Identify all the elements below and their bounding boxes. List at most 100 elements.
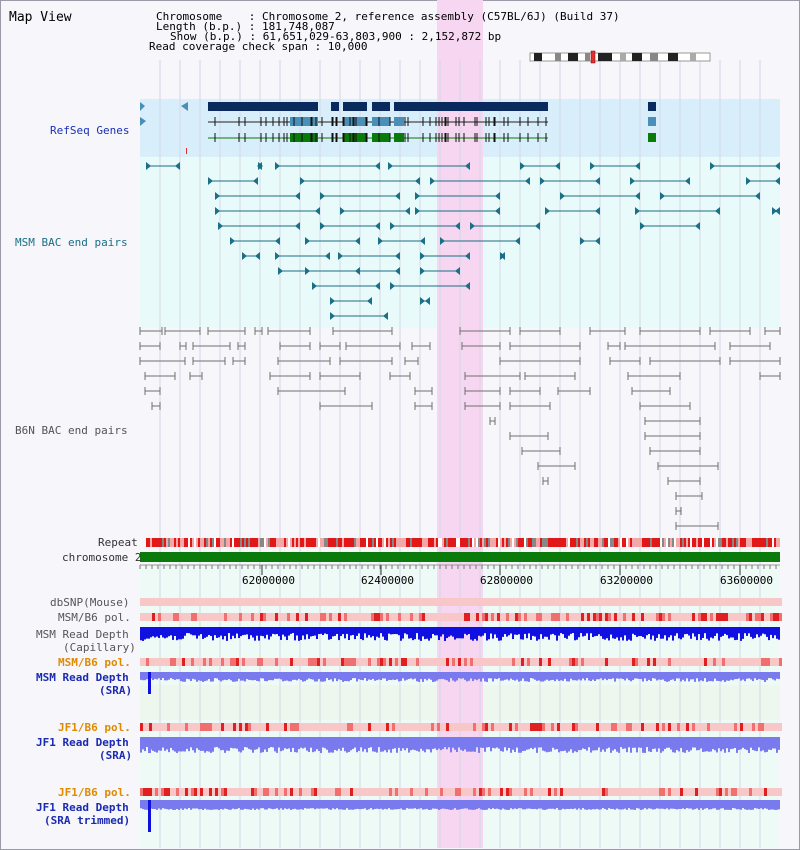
track-label-jf1-depth[interactable]: JF1 Read Depth <box>36 736 129 749</box>
track-label-jf1-b6-pol-1[interactable]: JF1/B6 pol. <box>58 721 131 734</box>
msm-read-depth-sra <box>458 672 460 679</box>
jf1-b6-pol-heat <box>383 723 386 731</box>
repeat-block <box>372 538 374 547</box>
msm-b6-pol-heat <box>440 613 443 621</box>
msm-b6-pol-heat <box>308 613 311 621</box>
bac-end-arrow-icon <box>295 222 300 230</box>
jf1-read-depth-trimmed <box>262 800 264 809</box>
jf1-read-depth-sra <box>292 737 294 748</box>
track-label-msm-b6-pol-1[interactable]: MSM/B6 pol. <box>58 611 131 624</box>
jf1-b6-pol-heat <box>419 723 422 731</box>
repeat-block <box>356 538 358 547</box>
repeat-block <box>462 538 464 547</box>
repeat-block <box>722 538 724 547</box>
exon <box>290 133 318 142</box>
jf1-read-depth-trimmed <box>630 800 632 810</box>
repeat-block <box>720 538 722 547</box>
jf1-read-depth-sra <box>392 737 394 749</box>
msm-b6-pol-heat <box>722 658 725 666</box>
msm-b6-pol-heat <box>491 658 494 666</box>
jf1-read-depth-trimmed <box>672 800 674 809</box>
jf1-read-depth-sra <box>708 737 710 752</box>
msm-b6-pol-heat <box>152 613 155 621</box>
dbsnp-heat <box>758 598 761 606</box>
msm-b6-pol-heat <box>656 613 659 621</box>
msm-read-depth-sra <box>306 672 308 680</box>
repeat-block <box>662 538 664 547</box>
msm-read-depth-sra <box>364 672 366 679</box>
dbsnp-heat <box>143 598 146 606</box>
msm-read-depth-sra <box>620 672 622 679</box>
track-label-b6n-bac[interactable]: B6N BAC end pairs <box>15 424 128 437</box>
track-label-dbsnp[interactable]: dbSNP(Mouse) <box>50 596 130 609</box>
jf1-read-depth-trimmed <box>394 800 396 810</box>
jf1-read-depth-sra <box>366 737 368 753</box>
msm-read-depth-capillary <box>752 627 754 639</box>
jf1-b6-pol-heat <box>422 788 425 796</box>
track-label-refseq[interactable]: RefSeq Genes <box>50 124 130 137</box>
msm-read-depth-capillary <box>382 627 384 637</box>
repeat-block <box>674 538 676 547</box>
dbsnp-heat <box>593 598 596 606</box>
bac-end-arrow-icon <box>355 237 360 245</box>
gene-span <box>372 102 390 111</box>
jf1-read-depth-sra <box>144 737 146 752</box>
jf1-b6-pol-heat <box>269 723 272 731</box>
repeat-block <box>290 538 292 547</box>
track-label-repeat[interactable]: Repeat <box>98 536 138 549</box>
jf1-read-depth-trimmed <box>278 800 280 810</box>
jf1-read-depth-trimmed <box>728 800 730 810</box>
jf1-read-depth-trimmed <box>512 800 514 810</box>
msm-read-depth-capillary <box>484 627 486 634</box>
repeat-block <box>762 538 764 547</box>
track-label-msm-b6-pol-2[interactable]: MSM/B6 pol. <box>58 656 131 669</box>
msm-read-depth-sra <box>270 672 272 681</box>
msm-read-depth-sra <box>280 672 282 680</box>
msm-read-depth-sra <box>472 672 474 682</box>
jf1-b6-pol-heat <box>602 788 605 796</box>
dbsnp-heat <box>554 598 557 606</box>
repeat-block <box>584 538 586 547</box>
msm-read-depth-capillary <box>292 627 294 634</box>
msm-b6-pol-heat <box>590 613 593 621</box>
repeat-block <box>626 538 628 547</box>
jf1-b6-pol-heat <box>461 788 464 796</box>
jf1-b6-pol-heat <box>218 788 221 796</box>
track-label-msm-depth-sra[interactable]: MSM Read Depth <box>36 671 129 684</box>
msm-b6-pol-heat <box>500 613 503 621</box>
msm-b6-pol-heat <box>494 658 497 666</box>
jf1-read-depth-sra <box>604 737 606 752</box>
msm-read-depth-sra <box>324 672 326 682</box>
dbsnp-heat <box>533 598 536 606</box>
jf1-read-depth-trimmed <box>602 800 604 809</box>
msm-b6-pol-heat <box>542 613 545 621</box>
msm-b6-pol-heat <box>236 658 239 666</box>
msm-b6-pol-heat <box>383 613 386 621</box>
jf1-read-depth-trimmed <box>196 800 198 809</box>
msm-read-depth-capillary <box>368 627 370 636</box>
msm-read-depth-sra <box>716 672 718 681</box>
jf1-b6-pol-heat <box>173 788 176 796</box>
msm-read-depth-sra <box>208 672 210 680</box>
repeat-block <box>620 538 622 547</box>
jf1-read-depth-trimmed <box>758 800 760 810</box>
jf1-read-depth-trimmed <box>612 800 614 809</box>
jf1-read-depth-trimmed <box>214 800 216 810</box>
msm-b6-pol-heat <box>554 613 557 621</box>
jf1-read-depth-sra <box>680 737 682 748</box>
track-label-msm-depth-capillary[interactable]: MSM Read Depth <box>36 628 129 641</box>
jf1-read-depth-sra <box>670 737 672 750</box>
jf1-b6-pol-heat <box>515 723 518 731</box>
jf1-read-depth-trimmed <box>714 800 716 809</box>
repeat-block <box>168 538 170 547</box>
track-label-jf1-b6-pol-2[interactable]: JF1/B6 pol. <box>58 786 131 799</box>
jf1-b6-pol-heat <box>770 723 773 731</box>
jf1-b6-pol-heat <box>638 723 641 731</box>
repeat-block <box>376 538 378 547</box>
msm-read-depth-sra <box>486 672 488 682</box>
dbsnp-heat <box>275 598 278 606</box>
msm-read-depth-capillary <box>470 627 472 640</box>
track-label-jf1-depth-trimmed[interactable]: JF1 Read Depth <box>36 801 129 814</box>
msm-read-depth-sra <box>162 672 164 679</box>
track-label-msm-bac[interactable]: MSM BAC end pairs <box>15 236 128 249</box>
